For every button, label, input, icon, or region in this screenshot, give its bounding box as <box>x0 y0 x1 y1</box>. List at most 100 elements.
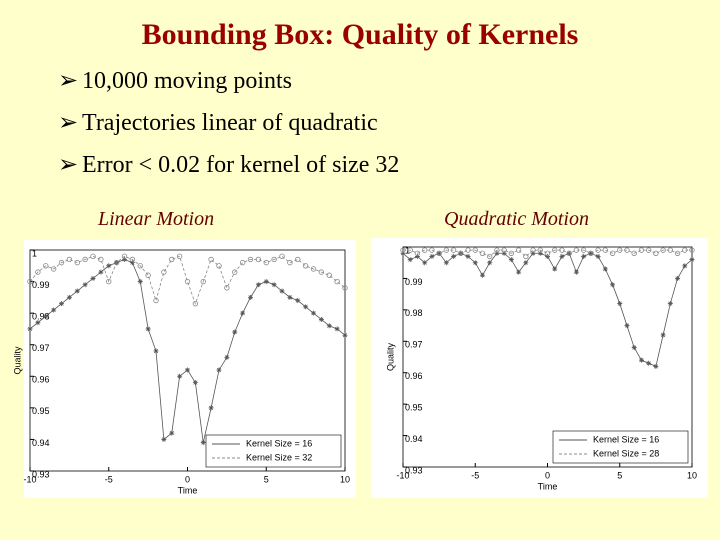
point <box>184 278 191 285</box>
point <box>74 288 80 294</box>
chart-title: Quadratic Motion <box>444 208 589 230</box>
point <box>106 278 112 285</box>
point <box>98 256 104 263</box>
point <box>169 256 175 263</box>
point <box>145 272 151 278</box>
point <box>400 250 406 256</box>
point <box>121 253 128 260</box>
y-tick-label: 0.97 <box>405 340 423 350</box>
point <box>239 259 246 266</box>
point <box>602 247 608 253</box>
point <box>247 256 254 263</box>
point <box>429 253 435 259</box>
point <box>263 259 269 266</box>
point <box>515 247 522 253</box>
bullet: ➢ Trajectories linear of quadratic <box>58 110 378 136</box>
point <box>216 367 222 373</box>
point <box>161 269 167 275</box>
point <box>192 300 199 307</box>
point <box>153 348 159 354</box>
point <box>287 294 293 300</box>
point <box>653 250 659 256</box>
point <box>106 263 112 269</box>
point <box>137 279 143 285</box>
point <box>494 250 500 256</box>
point <box>610 282 616 288</box>
y-tick-label: 0.94 <box>405 434 423 444</box>
point <box>580 247 587 253</box>
y-tick-label: 0.95 <box>32 406 50 416</box>
point <box>334 278 340 285</box>
bullet-text: Trajectories linear of quadratic <box>82 110 378 136</box>
point <box>602 266 608 272</box>
point <box>240 310 246 316</box>
point <box>342 332 348 338</box>
point <box>98 269 104 275</box>
point <box>27 326 33 332</box>
point <box>465 247 471 253</box>
y-tick-label: 0.99 <box>405 277 423 287</box>
point <box>508 250 515 256</box>
point <box>185 367 190 373</box>
point <box>90 275 96 281</box>
point <box>66 294 72 300</box>
y-tick-label: 1 <box>32 248 37 258</box>
point <box>192 380 198 386</box>
point <box>595 247 601 253</box>
point <box>122 256 127 262</box>
slide-title: Bounding Box: Quality of Kernels <box>141 18 579 51</box>
point <box>27 278 33 285</box>
point <box>617 247 623 253</box>
point <box>581 253 587 259</box>
point <box>66 256 73 263</box>
point <box>559 253 565 259</box>
x-tick-label: 10 <box>340 474 350 484</box>
point <box>161 436 167 442</box>
x-tick-label: 5 <box>264 474 269 484</box>
point <box>675 275 681 281</box>
point <box>674 250 681 256</box>
point <box>200 278 206 285</box>
point <box>422 260 428 266</box>
point <box>295 298 301 304</box>
point <box>689 257 695 263</box>
bullet: ➢ 10,000 moving points <box>58 68 293 94</box>
point <box>113 259 120 266</box>
point <box>255 256 262 263</box>
point <box>501 250 507 256</box>
point <box>646 360 652 366</box>
point <box>609 250 616 256</box>
point <box>310 266 317 272</box>
point <box>682 247 688 253</box>
point <box>487 253 493 260</box>
point <box>443 260 449 266</box>
point <box>414 250 421 256</box>
point <box>287 259 293 266</box>
point <box>90 253 96 260</box>
point <box>653 363 659 369</box>
point <box>279 288 285 294</box>
point <box>263 279 269 285</box>
y-tick-label: 0.95 <box>405 403 423 413</box>
point <box>50 266 57 272</box>
point <box>302 263 309 269</box>
x-axis-label: Time <box>538 481 558 491</box>
y-tick-label: 0.96 <box>32 375 50 385</box>
x-tick-label: -5 <box>105 474 113 484</box>
point <box>145 326 151 332</box>
point <box>479 250 486 256</box>
legend-label: Kernel Size = 32 <box>246 452 312 462</box>
point <box>224 354 230 360</box>
point <box>487 260 493 266</box>
y-axis-label: Quality <box>12 346 22 375</box>
point <box>429 247 435 253</box>
point <box>479 272 485 278</box>
point <box>573 269 579 275</box>
point <box>248 294 253 300</box>
bullet-text: 10,000 moving points <box>82 68 293 94</box>
point <box>271 256 277 263</box>
point <box>169 430 175 436</box>
bullet: ➢ Error < 0.02 for kernel of size 32 <box>58 152 400 178</box>
point <box>232 329 238 335</box>
point <box>407 247 413 253</box>
